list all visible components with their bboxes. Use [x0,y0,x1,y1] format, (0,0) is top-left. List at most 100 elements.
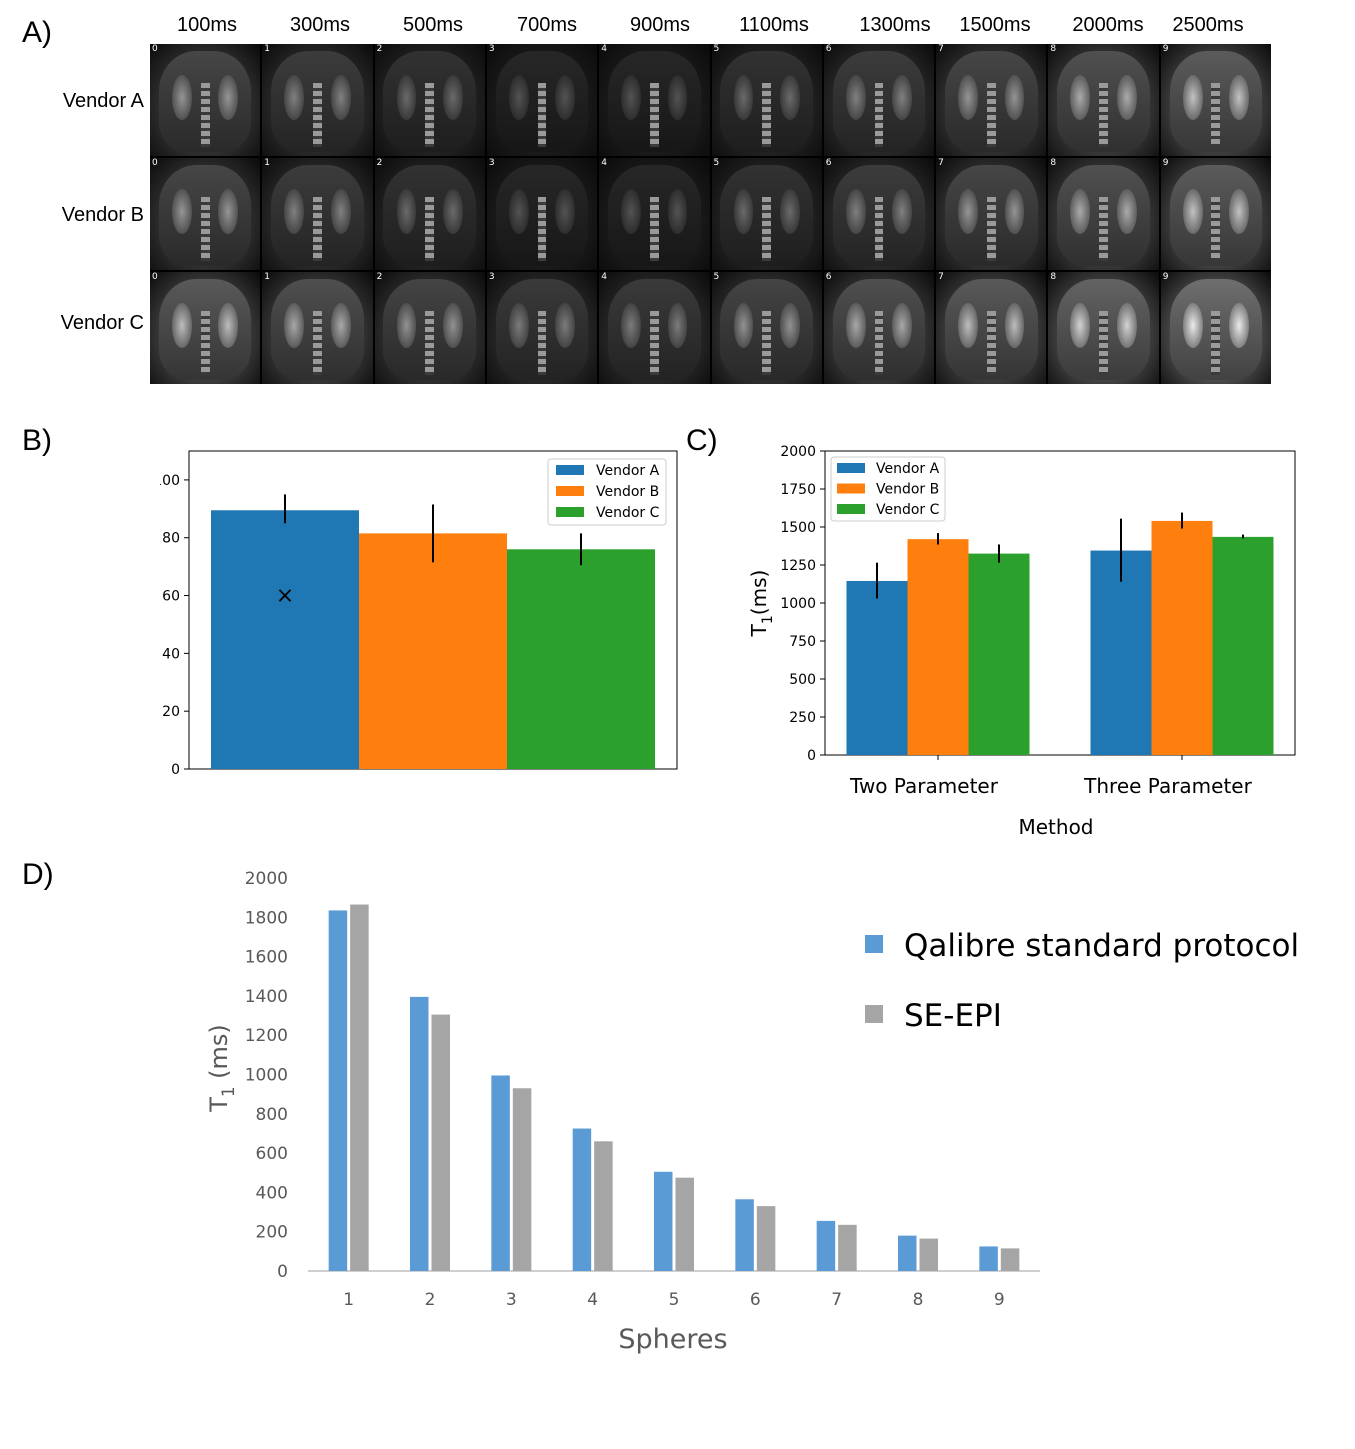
slice-index: 3 [488,272,495,282]
kidney-shape [733,75,754,121]
kidney-shape [958,189,978,235]
kidney-shape [1182,75,1203,121]
y-axis-title: T1 (ms) [205,1024,238,1113]
vendor-row-label: Vendor C [60,312,144,334]
y-tick-label: 100 [160,473,180,489]
spine-shape [649,197,659,262]
kidney-shape [218,189,239,235]
kidney-shape [1070,75,1091,121]
spine-shape [313,311,322,376]
bar [507,549,655,769]
kidney-shape [733,189,754,235]
kidney-shape [443,189,463,235]
slice-index: 0 [152,158,158,168]
x-marker: × [276,584,294,609]
legend-label: Qalibre standard protocol [904,928,1299,964]
bar [359,533,507,769]
y-tick-label: 1250 [780,558,816,574]
mri-slice-image: 7 [936,158,1047,270]
spine-shape [200,311,210,376]
x-tick-label: 9 [994,1290,1005,1310]
spine-shape [1099,83,1108,148]
slice-index: 6 [825,158,832,168]
spine-shape [1211,311,1221,376]
y-tick-label: 1000 [780,596,816,612]
mri-slice-image: 7 [936,272,1047,384]
bar [1151,520,1213,755]
x-tick-label: Three Parameter [1083,774,1252,798]
bar [410,996,429,1271]
legend-label: Vendor C [876,502,940,518]
y-tick-label: 20 [162,704,180,720]
mri-slice-image: 2 [374,272,485,384]
slice-index: 4 [601,272,607,282]
bar [328,910,348,1271]
kidney-shape [733,303,754,349]
kidney-shape [845,303,866,349]
kidney-shape [621,75,642,121]
slice-index: 1 [264,158,271,168]
mri-slice-image: 8 [1048,44,1159,156]
y-axis-title: T1(ms) [747,570,776,638]
kidney-shape [958,75,978,121]
bar [572,1128,592,1271]
bar [816,1220,836,1271]
bar [350,904,369,1271]
kidney-shape [1070,189,1091,235]
slice-index: 0 [152,44,158,54]
bar [968,553,1030,755]
kidney-shape [172,189,192,235]
bar [675,1177,694,1271]
slice-index: 5 [713,44,720,54]
mri-image-grid: 0 1 2 3 4 5 6 7 8 9 0 1 2 3 4 5 6 7 8 9 0 1 2 3 4 5 6 7 8 9 [150,44,1271,384]
mri-slice-image: 4 [599,158,710,270]
mri-slice-image: 9 [1160,158,1271,270]
spine-shape [762,311,772,376]
spine-shape [200,197,210,262]
mri-slice-image: 4 [599,272,710,384]
mri-slice-image: 0 [150,272,261,384]
ti-label: 300ms [289,14,351,36]
bar [756,1206,776,1271]
legend-swatch [865,935,883,953]
ti-label: 900ms [629,14,691,36]
y-tick-label: 0 [277,1262,288,1282]
kidney-shape [555,189,576,235]
mri-slice-image: 5 [711,44,822,156]
slice-index: 7 [938,272,944,282]
bar [491,1075,510,1271]
slice-index: 6 [825,272,832,282]
mri-slice-image: 8 [1048,158,1159,270]
bar [979,1246,998,1271]
kidney-shape [779,189,800,235]
kidney-shape [284,189,305,235]
x-tick-label: 5 [669,1290,680,1310]
y-tick-label: 1000 [245,1066,288,1086]
slice-index: 0 [152,272,158,282]
y-tick-label: 1600 [245,948,288,968]
slice-index: 8 [1050,272,1057,282]
mri-slice-image: 9 [1160,272,1271,384]
kidney-shape [1229,75,1249,121]
spine-shape [986,83,996,148]
x-axis-title: Method [1018,815,1093,839]
y-tick-label: 40 [162,646,180,662]
slice-index: 1 [264,44,271,54]
slice-index: 5 [713,158,720,168]
spine-shape [425,197,435,262]
kidney-shape [218,75,239,121]
x-tick-label: 4 [587,1290,598,1310]
legend-label: Vendor A [596,463,660,479]
kidney-shape [1182,189,1203,235]
mri-slice-image: 0 [150,44,261,156]
ti-label: 1500ms [959,14,1031,36]
bar [594,1141,613,1271]
bar [838,1224,857,1271]
mri-slice-image: 1 [262,272,373,384]
kidney-shape [1116,75,1137,121]
spine-shape [1099,197,1108,262]
y-tick-label: 600 [256,1144,288,1164]
y-tick-label: 0 [171,762,180,778]
mri-slice-image: 7 [936,44,1047,156]
kidney-shape [508,303,529,349]
